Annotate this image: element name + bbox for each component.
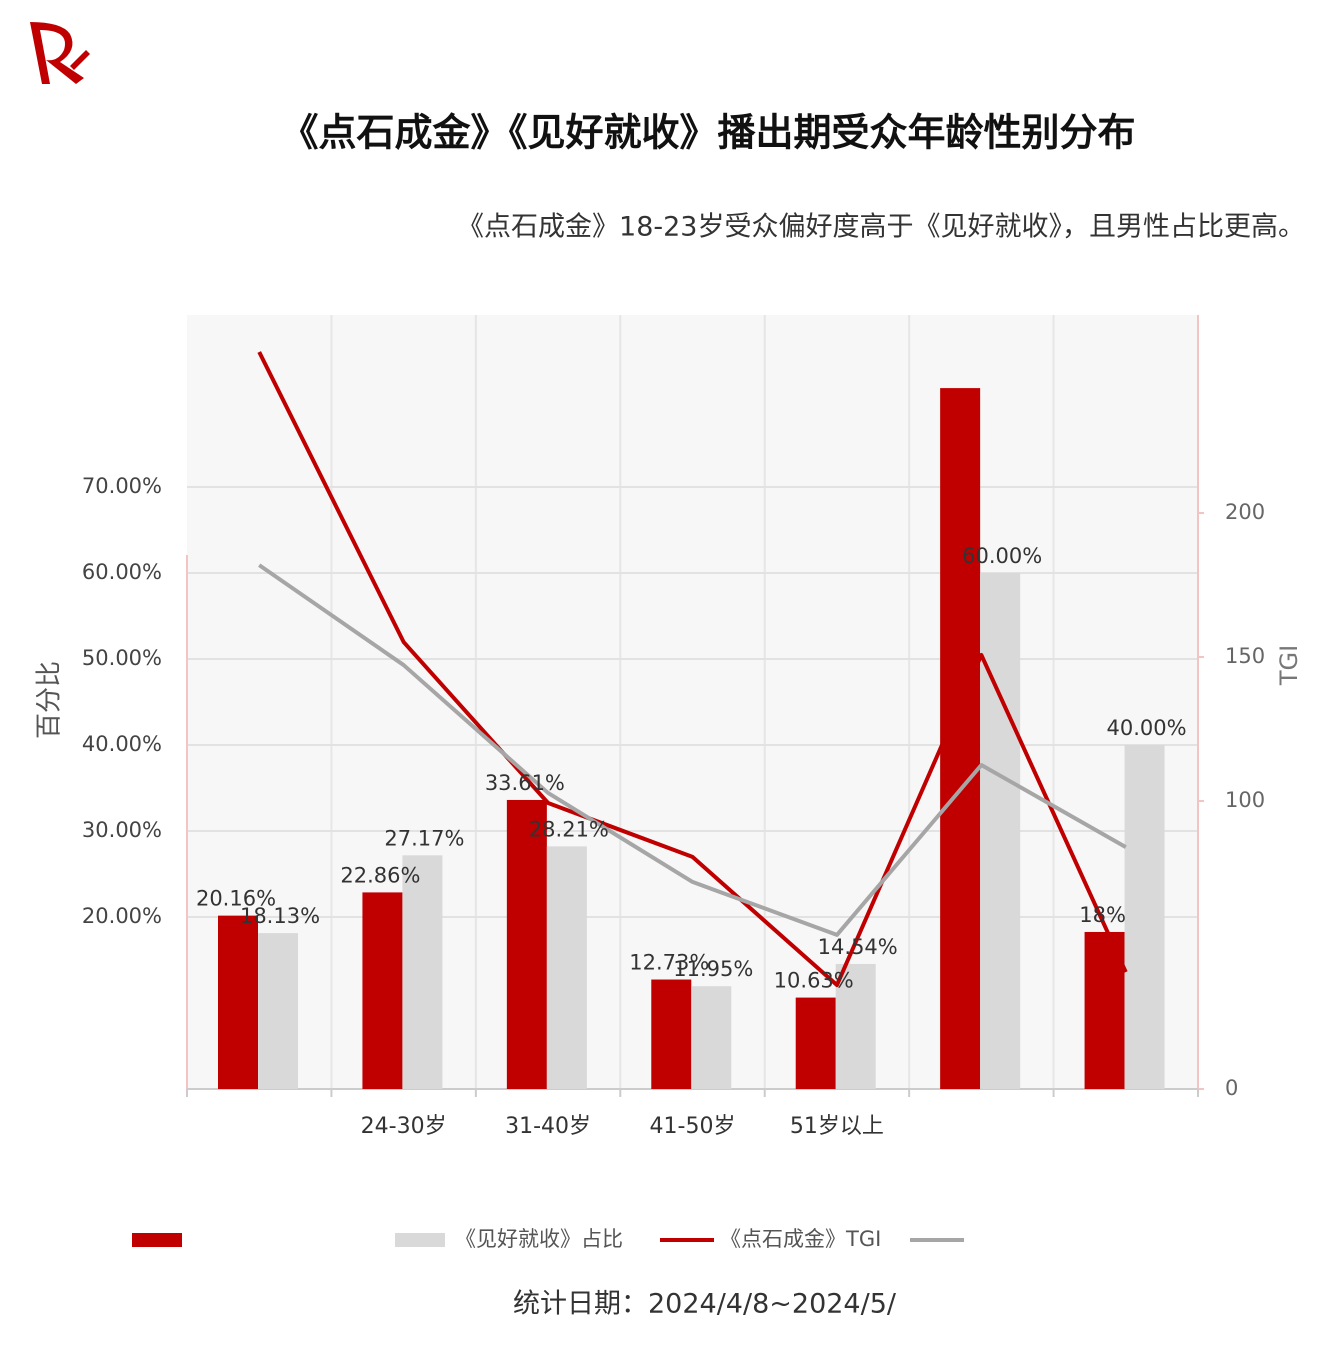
y2-tick-label: 0	[1225, 1076, 1238, 1100]
y2-axis-title: TGI	[1275, 645, 1303, 686]
bar	[218, 915, 258, 1089]
data-label: 28.21%	[529, 817, 609, 841]
y2-tick-label: 150	[1225, 644, 1265, 668]
plot-area	[187, 315, 1198, 1089]
bar	[362, 892, 403, 1089]
y-tick-label: 30.00%	[82, 818, 162, 842]
data-label: 12.73%	[629, 951, 709, 975]
data-label: 20.16%	[196, 887, 276, 911]
y2-tick-label: 100	[1225, 788, 1265, 812]
bar	[1124, 745, 1165, 1089]
line	[257, 351, 1128, 988]
data-label: 40.00%	[1107, 716, 1187, 740]
legend-swatch	[132, 1233, 182, 1247]
x-tick-label: 51岁以上	[790, 1114, 884, 1139]
bar	[835, 963, 876, 1089]
y-tick-label: 50.00%	[82, 646, 162, 670]
legend-label: 《点石成金》TGI	[720, 1227, 881, 1251]
bar	[506, 799, 547, 1089]
chart-subtitle: 《点石成金》18-23岁受众偏好度高于《见好就收》，且男性占比更高。	[457, 212, 1305, 243]
x-tick-label: 31-40岁	[505, 1114, 591, 1139]
bar	[258, 933, 298, 1089]
y-tick-label: 20.00%	[82, 904, 162, 928]
data-label: 11.95%	[673, 957, 753, 981]
data-label: 27.17%	[384, 826, 464, 850]
data-label: 22.86%	[340, 863, 420, 887]
footnote: 统计日期：2024/4/8~2024/5/	[513, 1289, 897, 1320]
data-label: 60.00%	[962, 544, 1042, 568]
logo	[30, 22, 90, 84]
legend-label: 《见好就收》占比	[455, 1227, 623, 1251]
bar	[546, 846, 587, 1089]
bar	[795, 997, 836, 1089]
data-label: 18%	[1079, 903, 1126, 927]
data-label: 33.61%	[485, 771, 565, 795]
data-label: 14.54%	[818, 935, 898, 959]
chart-title: 《点石成金》《见好就收》播出期受众年龄性别分布	[280, 111, 1135, 155]
data-label: 18.13%	[240, 904, 320, 928]
y-tick-label: 60.00%	[82, 560, 162, 584]
line	[258, 563, 1127, 937]
data-label: 10.63%	[774, 969, 854, 993]
y-tick-label: 40.00%	[82, 732, 162, 756]
y-axis-title: 百分比	[35, 661, 65, 739]
bar	[980, 573, 1021, 1089]
legend-swatch	[395, 1233, 445, 1247]
y-tick-label: 70.00%	[82, 474, 162, 498]
y2-tick-label: 200	[1225, 500, 1265, 524]
x-tick-label: 24-30岁	[361, 1114, 447, 1139]
bar	[651, 979, 692, 1089]
bar	[691, 986, 732, 1089]
bar	[402, 855, 443, 1089]
x-tick-label: 41-50岁	[650, 1114, 736, 1139]
